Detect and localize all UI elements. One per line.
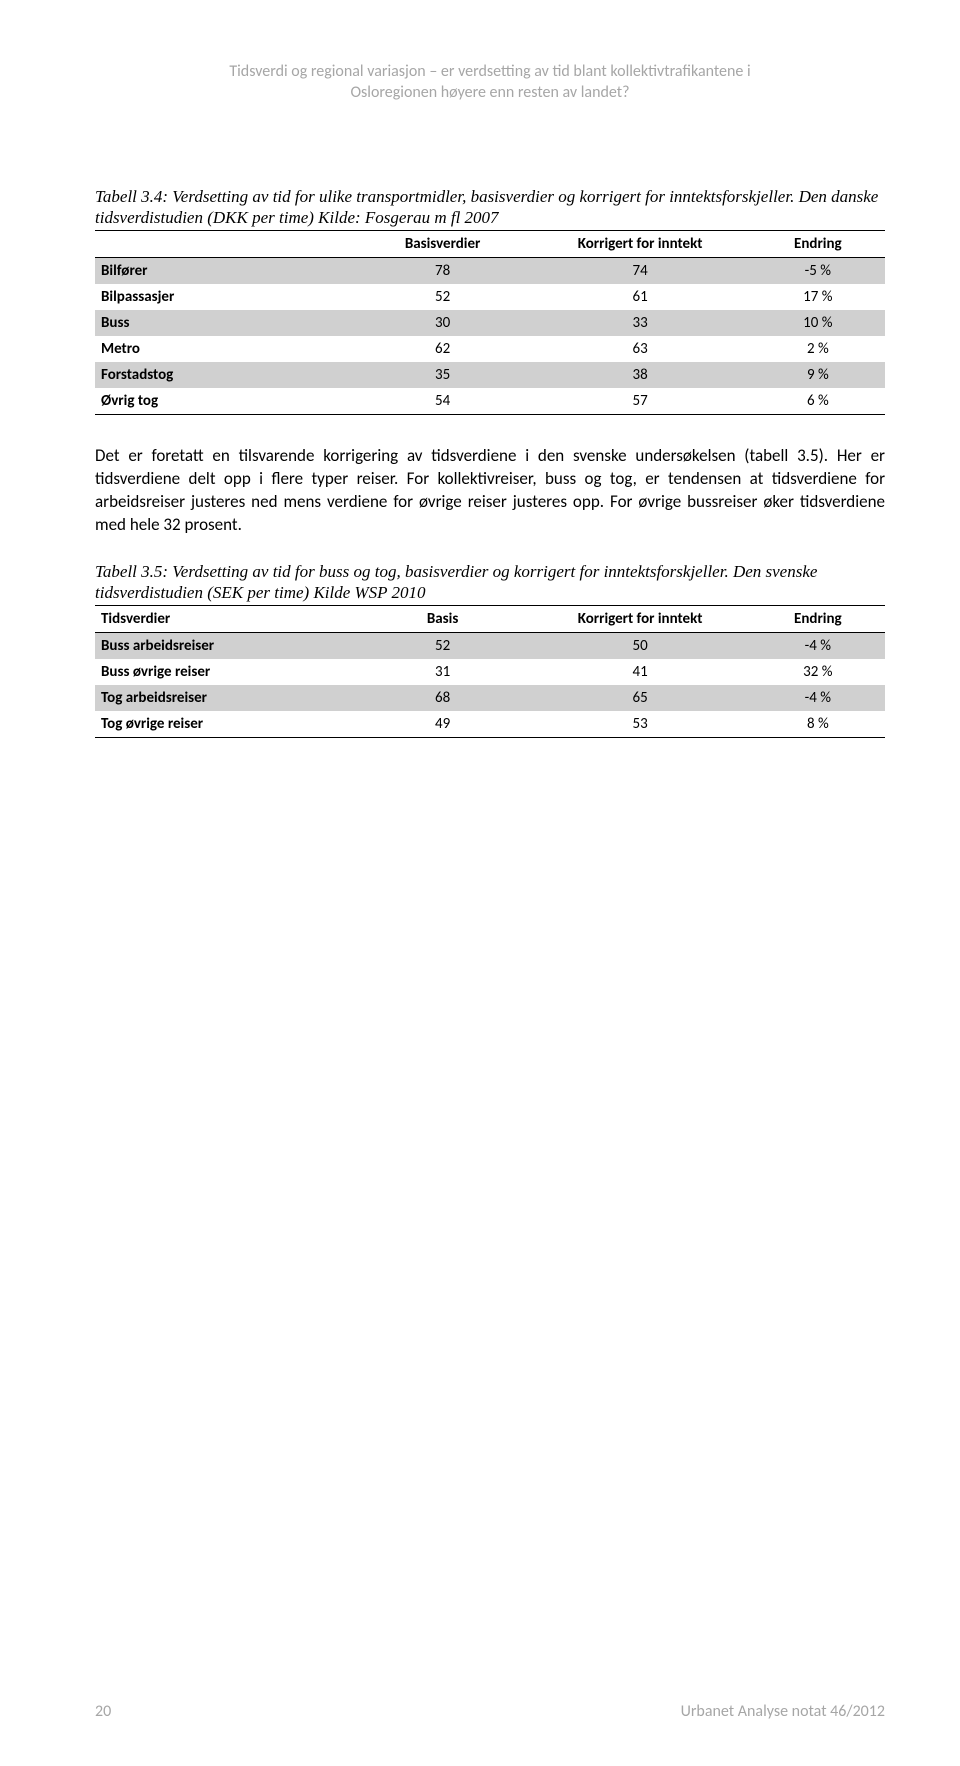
row-label: Buss [95,310,356,336]
row-label: Bilfører [95,258,356,285]
cell: 10 % [751,310,885,336]
col-basisverdier: Basisverdier [356,231,530,258]
col-korrigert: Korrigert for inntekt [529,231,750,258]
page-footer: 20 Urbanet Analyse notat 46/2012 [95,1702,885,1721]
cell: -4 % [751,685,885,711]
row-label: Buss øvrige reiser [95,659,356,685]
cell: 17 % [751,284,885,310]
table-row: Buss303310 % [95,310,885,336]
table-row: Buss øvrige reiser314132 % [95,659,885,685]
cell: 38 [529,362,750,388]
cell: -4 % [751,633,885,660]
cell: 2 % [751,336,885,362]
row-label: Forstadstog [95,362,356,388]
table-3-4-caption: Tabell 3.4: Verdsetting av tid for ulike… [95,186,885,229]
row-label: Bilpassasjer [95,284,356,310]
table-header-row: Tidsverdier Basis Korrigert for inntekt … [95,606,885,633]
cell: 52 [356,284,530,310]
col-tidsverdier: Tidsverdier [95,606,356,633]
table-row: Bilpassasjer526117 % [95,284,885,310]
cell: 41 [529,659,750,685]
cell: 63 [529,336,750,362]
table-row: Tog arbeidsreiser6865-4 % [95,685,885,711]
col-label [95,231,356,258]
col-endring: Endring [751,231,885,258]
cell: 74 [529,258,750,285]
running-header: Tidsverdi og regional variasjon – er ver… [95,62,885,104]
row-label: Tog øvrige reiser [95,711,356,738]
table-3-5-caption: Tabell 3.5: Verdsetting av tid for buss … [95,561,885,604]
table-3-4: Basisverdier Korrigert for inntekt Endri… [95,230,885,415]
row-label: Buss arbeidsreiser [95,633,356,660]
cell: 30 [356,310,530,336]
cell: 33 [529,310,750,336]
cell: 78 [356,258,530,285]
table-header-row: Basisverdier Korrigert for inntekt Endri… [95,231,885,258]
cell: 54 [356,388,530,415]
table-row: Øvrig tog54576 % [95,388,885,415]
table-row: Tog øvrige reiser49538 % [95,711,885,738]
row-label: Metro [95,336,356,362]
cell: 31 [356,659,530,685]
header-line1: Tidsverdi og regional variasjon – er ver… [229,62,750,81]
table-row: Metro62632 % [95,336,885,362]
footer-note: Urbanet Analyse notat 46/2012 [681,1702,885,1721]
row-label: Øvrig tog [95,388,356,415]
cell: 8 % [751,711,885,738]
table-row: Buss arbeidsreiser5250-4 % [95,633,885,660]
cell: 49 [356,711,530,738]
table-row: Bilfører7874-5 % [95,258,885,285]
page: Tidsverdi og regional variasjon – er ver… [0,0,960,1766]
cell: 65 [529,685,750,711]
col-korrigert: Korrigert for inntekt [529,606,750,633]
col-endring: Endring [751,606,885,633]
header-line2: Osloregionen høyere enn resten av landet… [350,83,629,102]
cell: 53 [529,711,750,738]
cell: 52 [356,633,530,660]
cell: 68 [356,685,530,711]
col-basis: Basis [356,606,530,633]
cell: 6 % [751,388,885,415]
cell: 61 [529,284,750,310]
cell: 32 % [751,659,885,685]
cell: 50 [529,633,750,660]
cell: 62 [356,336,530,362]
table-3-5: Tidsverdier Basis Korrigert for inntekt … [95,605,885,738]
body-paragraph: Det er foretatt en tilsvarende korrigeri… [95,445,885,537]
cell: 57 [529,388,750,415]
page-number: 20 [95,1702,111,1721]
row-label: Tog arbeidsreiser [95,685,356,711]
cell: 9 % [751,362,885,388]
table-row: Forstadstog35389 % [95,362,885,388]
cell: 35 [356,362,530,388]
cell: -5 % [751,258,885,285]
